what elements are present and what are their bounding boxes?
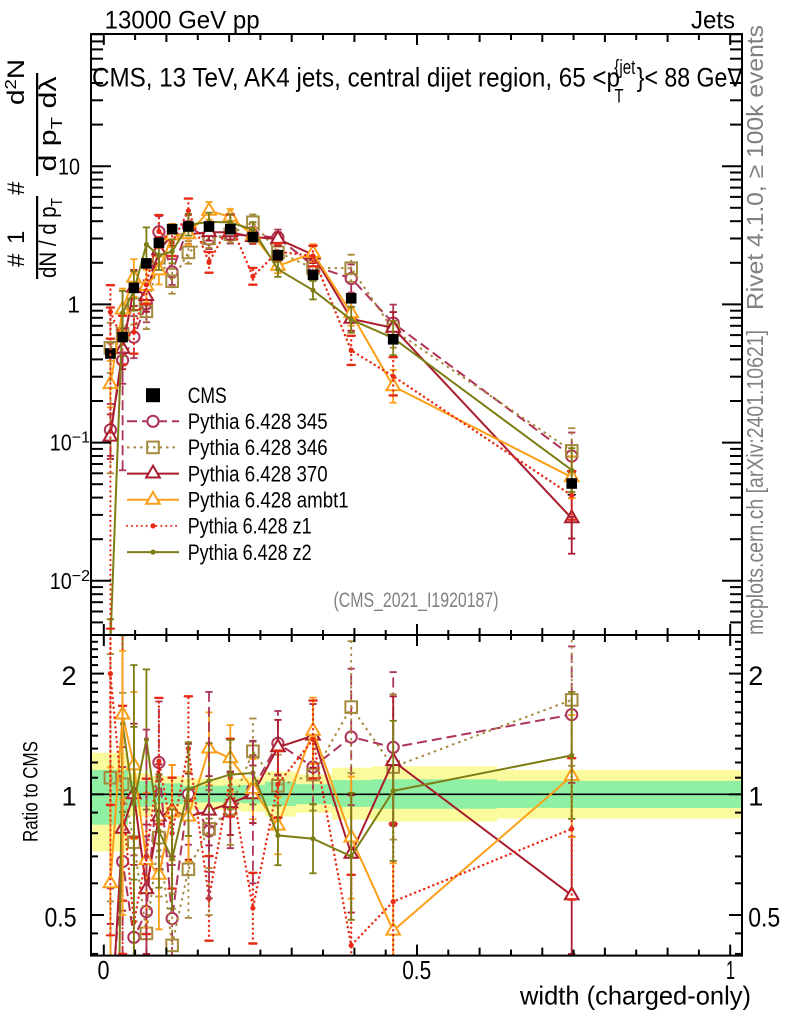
svg-text:(CMS_2021_I1920187): (CMS_2021_I1920187) bbox=[334, 589, 499, 612]
svg-text:0.5: 0.5 bbox=[402, 957, 431, 985]
svg-text:1: 1 bbox=[726, 957, 735, 985]
svg-text:10: 10 bbox=[58, 153, 80, 179]
svg-text:Pythia 6.428 z2: Pythia 6.428 z2 bbox=[188, 540, 312, 565]
svg-text:Jets: Jets bbox=[691, 7, 735, 35]
svg-text:CMS, 13 TeV, AK4 jets, central: CMS, 13 TeV, AK4 jets, central dijet reg… bbox=[92, 62, 620, 92]
svg-text:Pythia 6.428 345: Pythia 6.428 345 bbox=[188, 409, 328, 434]
svg-text:Ratio to CMS: Ratio to CMS bbox=[20, 741, 43, 842]
svg-text:CMS: CMS bbox=[188, 383, 227, 408]
svg-text:13000 GeV pp: 13000 GeV pp bbox=[105, 7, 260, 35]
svg-text:1: 1 bbox=[748, 782, 763, 812]
svg-text:}< 88 GeV: }< 88 GeV bbox=[637, 62, 743, 92]
svg-text:#: # bbox=[3, 181, 30, 195]
svg-text:2: 2 bbox=[61, 661, 76, 691]
svg-text:Pythia 6.428 370: Pythia 6.428 370 bbox=[188, 461, 328, 486]
svg-text:d pT dλ: d pT dλ bbox=[35, 77, 66, 172]
svg-text:mcplots.cern.ch [arXiv:2401.10: mcplots.cern.ch [arXiv:2401.10621] bbox=[742, 330, 768, 635]
svg-text:# 1: # 1 bbox=[3, 231, 30, 267]
svg-text:dN / d pT: dN / d pT bbox=[35, 198, 66, 278]
svg-text:Rivet 4.1.0, ≥ 100k events: Rivet 4.1.0, ≥ 100k events bbox=[742, 25, 768, 310]
svg-text:0.5: 0.5 bbox=[748, 902, 780, 932]
svg-text:T: T bbox=[615, 87, 624, 108]
svg-text:1: 1 bbox=[61, 782, 76, 812]
svg-text:0.5: 0.5 bbox=[45, 902, 77, 932]
svg-text:0: 0 bbox=[98, 957, 110, 985]
svg-text:2: 2 bbox=[748, 661, 763, 691]
svg-text:Pythia 6.428 ambt1: Pythia 6.428 ambt1 bbox=[188, 488, 349, 513]
svg-text:width (charged-only): width (charged-only) bbox=[519, 981, 751, 1011]
svg-text:{jet: {jet bbox=[614, 57, 635, 79]
svg-text:d2N: d2N bbox=[3, 59, 30, 105]
svg-text:1: 1 bbox=[67, 291, 80, 317]
svg-text:10−1: 10−1 bbox=[50, 430, 90, 456]
svg-text:Pythia 6.428 z1: Pythia 6.428 z1 bbox=[188, 514, 312, 539]
svg-text:Pythia 6.428 346: Pythia 6.428 346 bbox=[188, 435, 328, 460]
svg-text:10−2: 10−2 bbox=[50, 568, 90, 594]
